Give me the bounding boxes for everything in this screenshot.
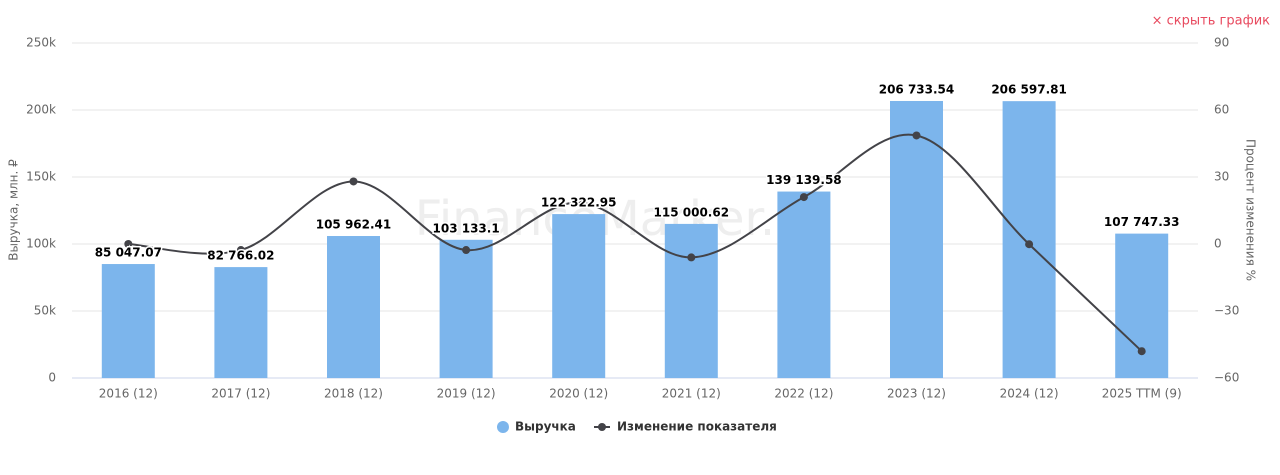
x-tick-label: 2016 (12) (99, 387, 158, 401)
line-point (1025, 240, 1034, 249)
line (128, 133, 1143, 352)
y-axis-title: Выручка, млн. ₽ (7, 159, 21, 261)
line-point (799, 193, 808, 202)
y2-tick-label: −30 (1214, 304, 1239, 318)
bar (664, 223, 718, 378)
x-tick-label: 2021 (12) (662, 387, 721, 401)
y-tick-label: 100k (26, 237, 56, 251)
y-tick-label: 0 (48, 371, 56, 385)
legend-line-dot (598, 423, 606, 431)
data-label: 206 597.81 (991, 83, 1067, 97)
line-point (912, 131, 921, 140)
bar (1115, 233, 1169, 378)
y2-tick-label: 60 (1214, 103, 1229, 117)
line-point (574, 198, 583, 207)
line-point (236, 246, 245, 255)
x-tick-label: 2025 TTM (9) (1102, 387, 1182, 401)
legend-bar-symbol (497, 421, 509, 433)
legend-entry[interactable]: Выручка (515, 420, 576, 434)
bar (552, 214, 606, 378)
data-label: 107 747.33 (1104, 215, 1180, 229)
y2-tick-label: 90 (1214, 36, 1229, 50)
line-point (124, 240, 133, 248)
data-label: 206 733.54 (879, 82, 955, 96)
y2-tick-label: 0 (1214, 237, 1222, 251)
line-point (462, 246, 471, 255)
line-point (687, 253, 696, 262)
x-tick-label: 2019 (12) (437, 387, 496, 401)
hide-chart-button[interactable]: × скрыть график (1152, 14, 1271, 29)
x-tick-label: 2020 (12) (549, 387, 608, 401)
y2-tick-label: −60 (1214, 371, 1239, 385)
bar (1002, 101, 1056, 378)
x-tick-label: 2024 (12) (1000, 387, 1059, 401)
y-tick-label: 200k (26, 103, 56, 117)
bar (777, 191, 831, 378)
y2-axis-title: Процент изменения % (1244, 139, 1258, 281)
data-label: 82 766.02 (207, 249, 274, 263)
line-point (1137, 347, 1146, 356)
x-tick-label: 2017 (12) (211, 387, 270, 401)
data-label: 115 000.62 (654, 205, 730, 219)
bar (890, 100, 943, 379)
y2-tick-label: 30 (1214, 170, 1229, 184)
bar (101, 264, 155, 378)
line-point (349, 177, 358, 186)
x-tick-label: 2022 (12) (774, 387, 833, 401)
y-tick-label: 50k (34, 304, 56, 318)
y-tick-label: 250k (26, 36, 56, 50)
legend: Выручка Изменение показателя (497, 420, 777, 434)
bar (214, 267, 268, 378)
y-tick-label: 150k (26, 170, 56, 184)
data-label: 105 962.41 (316, 218, 392, 232)
bar (439, 239, 493, 378)
data-label: 103 133.1 (433, 221, 500, 235)
data-label: 122 322.95 (541, 196, 617, 210)
bar (327, 236, 380, 378)
data-label: 85 047.07 (95, 246, 162, 260)
x-tick-label: 2023 (12) (887, 387, 946, 401)
x-tick-label: 2018 (12) (324, 387, 383, 401)
legend-entry[interactable]: Изменение показателя (617, 420, 777, 434)
data-label: 139 139.58 (766, 173, 842, 187)
